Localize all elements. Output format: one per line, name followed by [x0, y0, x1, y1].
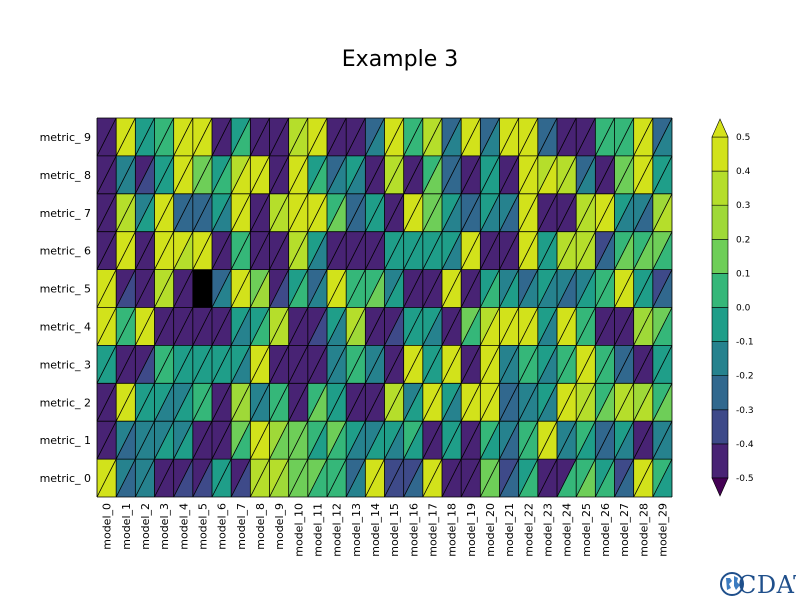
colorbar-segment: [712, 171, 728, 205]
x-tick-label: model_20: [484, 503, 497, 557]
y-tick-label: metric_ 3: [40, 358, 91, 371]
x-tick-label: model_27: [618, 503, 631, 557]
x-tick-label: model_21: [503, 503, 516, 557]
x-tick-label: model_3: [158, 503, 171, 550]
colorbar-segment: [712, 137, 728, 171]
x-tick-label: model_26: [599, 503, 612, 557]
colorbar-tick-label: 0.0: [736, 304, 751, 314]
x-axis-labels: model_0 model_1 model_2 model_3 model_4 model…: [101, 503, 670, 557]
colorbar-tick-label: 0.3: [736, 201, 750, 211]
x-tick-label: model_17: [426, 503, 439, 557]
y-tick-label: metric_ 4: [40, 320, 91, 333]
colorbar-segment: [712, 444, 728, 478]
colorbar-segment: [712, 308, 728, 342]
x-tick-label: model_0: [101, 503, 114, 550]
cdat-logo: CDAT: [718, 568, 796, 600]
y-tick-label: metric_ 9: [40, 131, 91, 144]
x-tick-label: model_6: [216, 503, 229, 550]
x-tick-label: model_25: [580, 503, 593, 557]
x-tick-label: model_22: [522, 503, 535, 557]
y-tick-label: metric_ 0: [40, 472, 91, 485]
y-tick-label: metric_ 6: [40, 245, 91, 258]
y-tick-label: metric_ 1: [40, 434, 91, 447]
x-tick-label: model_12: [331, 503, 344, 557]
chart-title: Example 3: [342, 47, 458, 72]
x-tick-label: model_2: [139, 503, 152, 550]
colorbar: -0.5 -0.4 -0.3 -0.2 -0.1 0.0 0.1 0.2 0.3 0.4 0.5: [712, 119, 754, 496]
colorbar-tick-label: 0.2: [736, 235, 750, 245]
x-tick-label: model_10: [292, 503, 305, 557]
x-tick-label: model_15: [388, 503, 401, 557]
y-tick-label: metric_ 5: [40, 283, 91, 296]
x-tick-label: model_24: [561, 503, 574, 557]
colorbar-tick-label: -0.2: [736, 372, 754, 382]
y-tick-label: metric_ 2: [40, 396, 91, 409]
logo-text: CDAT: [738, 571, 796, 599]
x-tick-label: model_8: [254, 503, 267, 550]
colorbar-segment: [712, 410, 728, 444]
colorbar-over-arrow: [712, 119, 728, 137]
x-tick-label: model_11: [311, 503, 324, 557]
colorbar-segment: [712, 342, 728, 376]
heatmap-grid: [97, 118, 672, 497]
x-tick-label: model_19: [465, 503, 478, 557]
y-tick-label: metric_ 8: [40, 169, 91, 182]
colorbar-tick-label: 0.4: [736, 167, 751, 177]
x-tick-label: model_5: [196, 503, 209, 550]
colorbar-tick-label: 0.1: [736, 269, 750, 279]
colorbar-under-arrow: [712, 478, 728, 496]
colorbar-segment: [712, 205, 728, 239]
x-tick-label: model_9: [273, 503, 286, 550]
x-tick-label: model_18: [446, 503, 459, 557]
colorbar-segment: [712, 239, 728, 273]
colorbar-segment: [712, 273, 728, 307]
x-tick-label: model_7: [235, 503, 248, 550]
y-tick-label: metric_ 7: [40, 207, 91, 220]
colorbar-tick-label: -0.4: [736, 440, 754, 450]
x-tick-label: model_14: [369, 503, 382, 557]
x-tick-label: model_29: [656, 503, 669, 557]
colorbar-segment: [712, 376, 728, 410]
x-tick-label: model_4: [177, 503, 190, 550]
x-tick-label: model_1: [120, 503, 133, 550]
colorbar-tick-label: -0.5: [736, 474, 754, 484]
x-tick-label: model_16: [407, 503, 420, 557]
colorbar-tick-label: -0.3: [736, 406, 754, 416]
y-axis-labels: metric_ 0 metric_ 1 metric_ 2 metric_ 3 metr…: [40, 131, 91, 485]
x-tick-label: model_28: [637, 503, 650, 557]
x-tick-label: model_13: [350, 503, 363, 557]
x-tick-label: model_23: [541, 503, 554, 557]
colorbar-tick-label: -0.1: [736, 338, 754, 348]
heatmap-cell-missing: [193, 270, 212, 308]
colorbar-tick-label: 0.5: [736, 133, 750, 143]
